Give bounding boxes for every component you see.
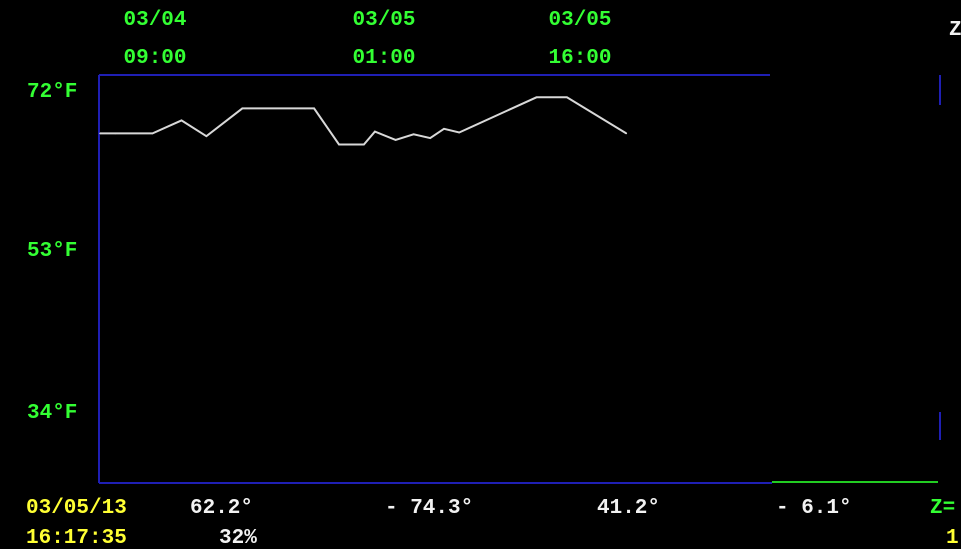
y-label-34: 34°F [27, 402, 78, 425]
temperature-series-line-1 [100, 96, 627, 146]
top-tick-2-date: 03/05 [352, 9, 416, 32]
temperature-point-3 [151, 132, 154, 135]
current-time: 16:17:35 [26, 527, 127, 549]
temperature-point-17 [566, 96, 568, 99]
top-tick-3-date: 03/05 [548, 9, 612, 32]
temperature-point-8 [338, 143, 340, 146]
temperature-point-14 [443, 128, 445, 130]
temperature-point-11 [394, 139, 397, 141]
temperature-point-9 [363, 143, 365, 146]
readout-value-3: 41.2° [597, 497, 661, 520]
top-tick-3-time: 16:00 [548, 47, 612, 70]
top-tick-1-time: 09:00 [123, 47, 187, 70]
readout-value-2: - 74.3° [385, 497, 474, 520]
temperature-point-2 [114, 132, 116, 135]
y-label-72: 72°F [27, 81, 78, 104]
top-right-partial-label: Z [949, 19, 961, 42]
top-tick-1-date: 03/04 [123, 9, 187, 32]
temperature-point-7 [313, 107, 315, 110]
top-tick-2-time: 01:00 [352, 47, 416, 70]
current-temperature: 62.2° [190, 497, 254, 520]
y-label-53: 53°F [27, 240, 78, 263]
temperature-point-4 [180, 119, 183, 122]
readout-value-4: - 6.1° [776, 497, 852, 520]
current-date: 03/05/13 [26, 497, 127, 520]
temperature-point-16 [535, 96, 538, 99]
temperature-point-18 [625, 132, 628, 135]
temperature-point-13 [429, 137, 432, 139]
temperature-point-15 [458, 131, 461, 134]
right-partial-label-top: Z= [930, 497, 956, 520]
temperature-point-5 [205, 135, 208, 137]
temperature-point-1 [99, 132, 101, 135]
temperature-point-6 [241, 107, 244, 110]
temperature-point-10 [374, 130, 376, 133]
current-humidity: 32% [219, 527, 257, 549]
temperature-point-12 [412, 133, 415, 136]
right-partial-label-bottom: 1 [946, 527, 959, 549]
